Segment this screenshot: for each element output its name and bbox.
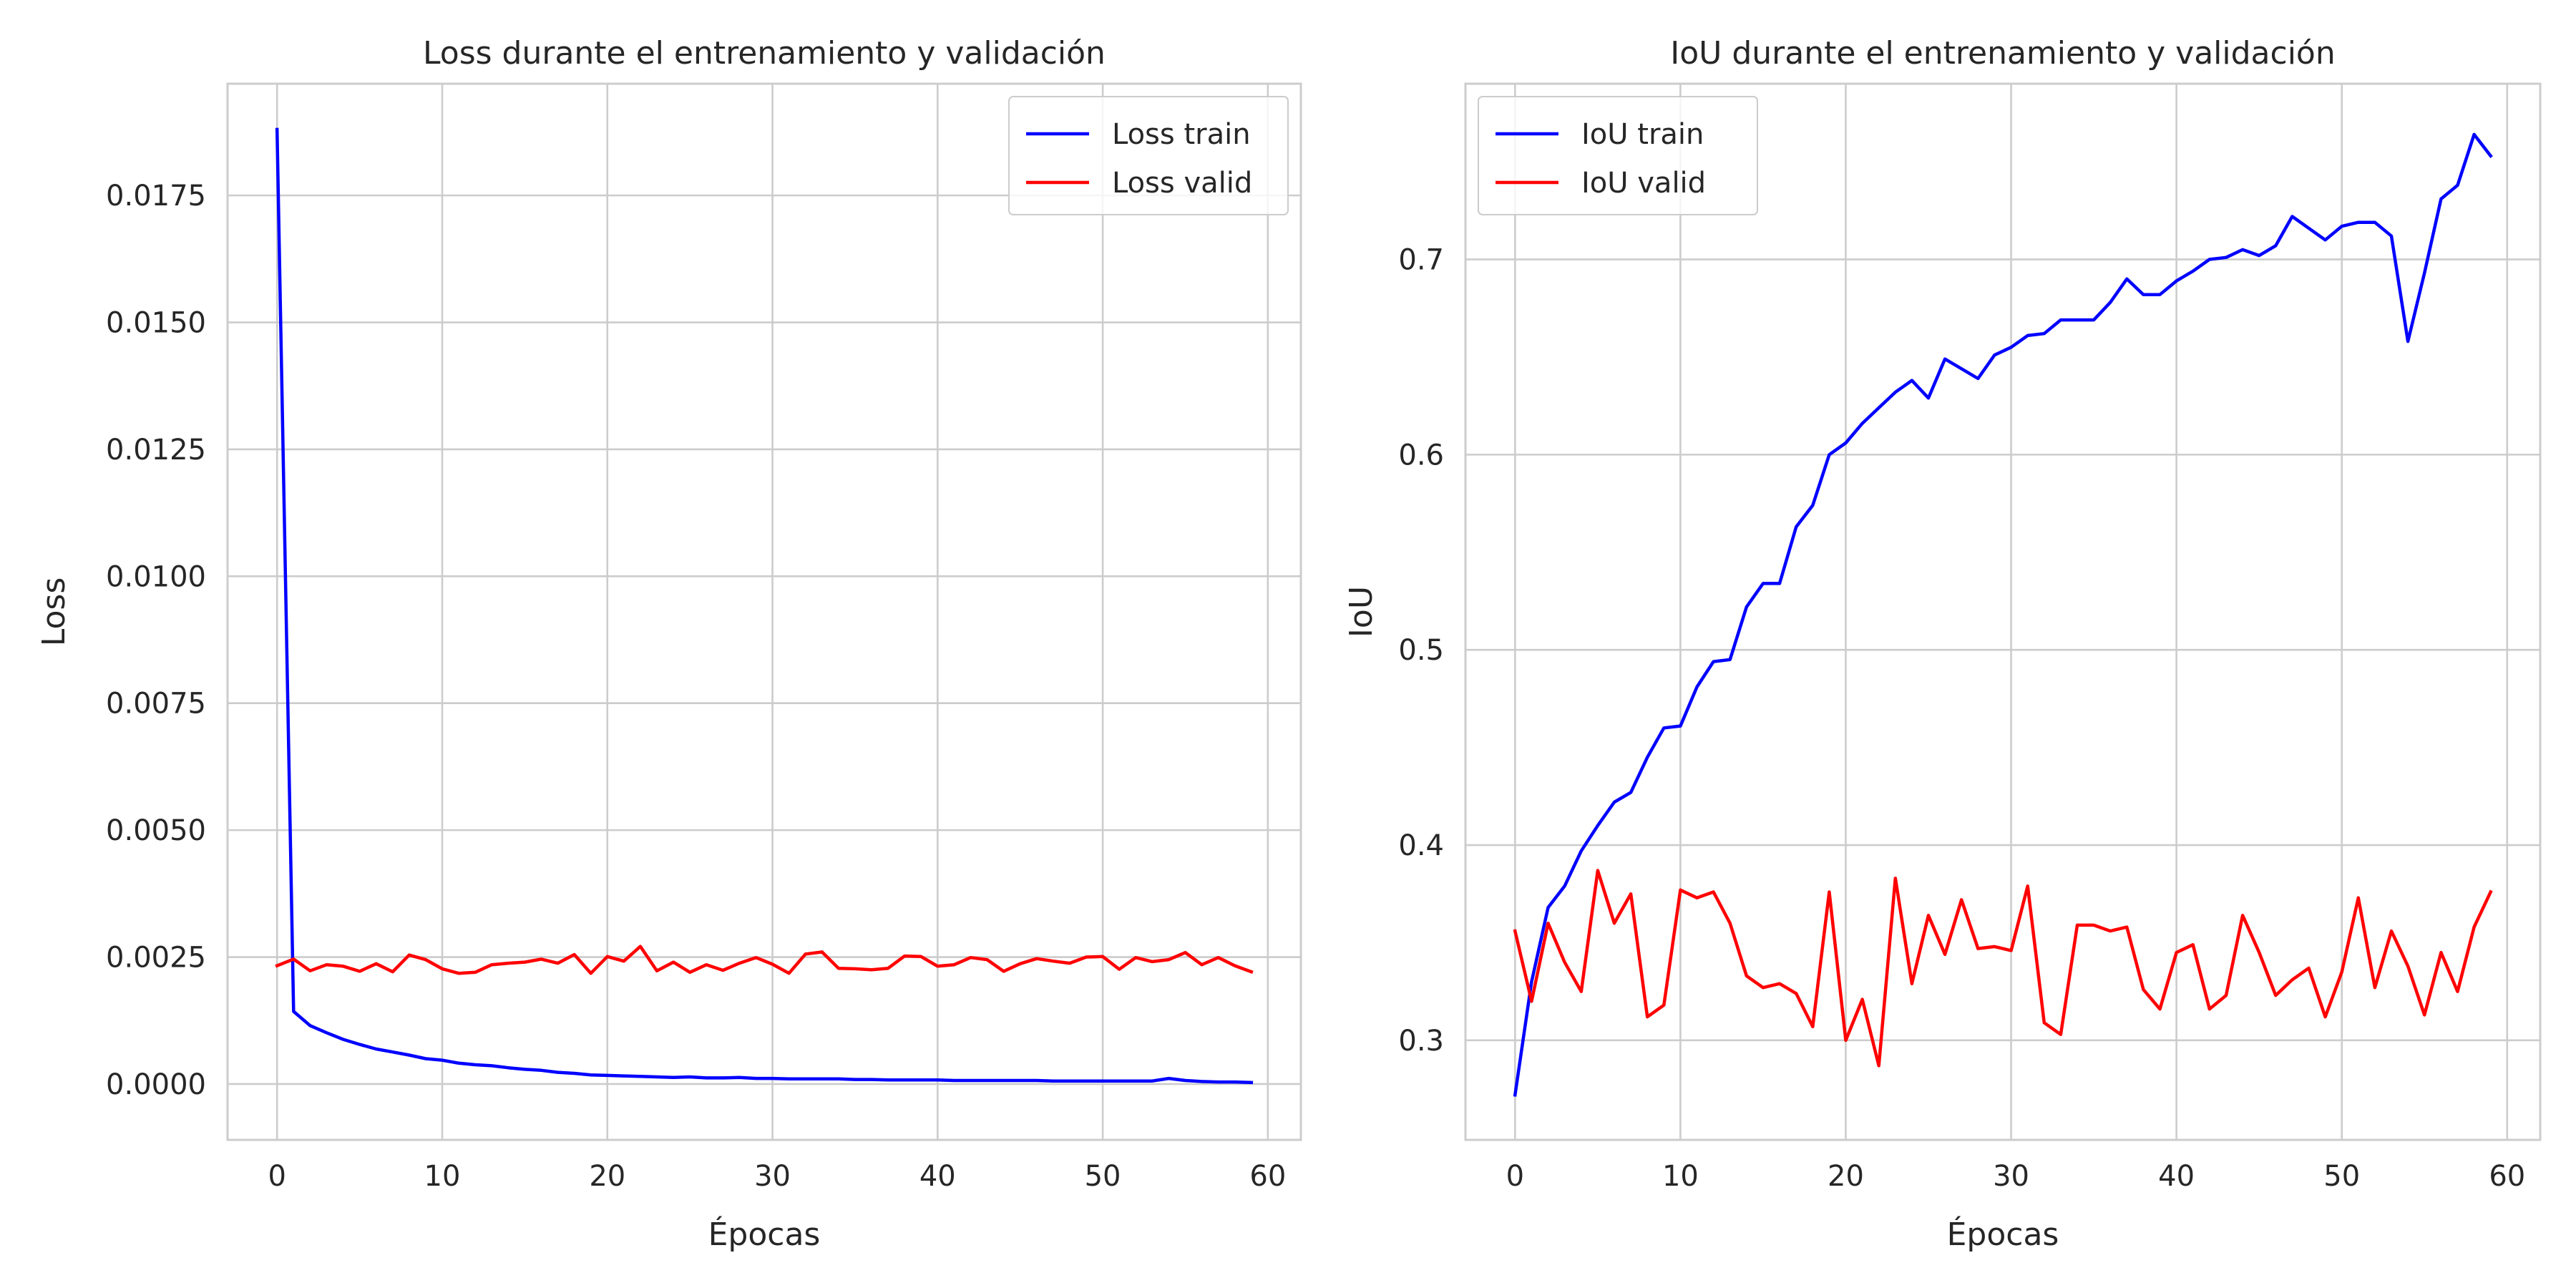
iou-x-tick-label: 0 bbox=[1506, 1160, 1524, 1193]
loss-series-lines bbox=[275, 127, 1254, 1085]
series-line-iou-valid bbox=[1513, 869, 2493, 1068]
loss-y-tick-label: 0.0175 bbox=[106, 180, 206, 213]
iou-plot-frame bbox=[1464, 82, 2542, 1141]
loss-x-tick-label: 40 bbox=[919, 1160, 956, 1193]
legend-label-loss-train: Loss train bbox=[1112, 118, 1251, 151]
iou-y-tick-label: 0.3 bbox=[1398, 1025, 1444, 1058]
iou-series-lines bbox=[1513, 132, 2493, 1097]
loss-x-tick-label: 50 bbox=[1085, 1160, 1121, 1193]
loss-y-tick-label: 0.0000 bbox=[106, 1068, 206, 1101]
iou-x-tick-label: 10 bbox=[1662, 1160, 1699, 1193]
iou-legend: IoU train IoU valid bbox=[1478, 96, 1758, 215]
loss-y-tick-label: 0.0025 bbox=[106, 942, 206, 975]
loss-chart-title: Loss durante el entrenamiento y validaci… bbox=[423, 35, 1106, 72]
loss-y-tick-label: 0.0075 bbox=[106, 688, 206, 721]
iou-y-tick-label: 0.7 bbox=[1398, 244, 1444, 277]
iou-y-ticks: 0.3 0.4 0.5 0.6 0.7 bbox=[1398, 244, 1444, 1058]
loss-x-tick-label: 0 bbox=[268, 1160, 286, 1193]
iou-legend-box bbox=[1478, 96, 1758, 215]
series-line-iou-train bbox=[1513, 132, 2493, 1097]
loss-y-ticks: 0.0000 0.0025 0.0050 0.0075 0.0100 0.0125 0.01… bbox=[106, 180, 206, 1101]
iou-chart-title: IoU durante el entrenamiento y validació… bbox=[1670, 35, 2335, 72]
iou-y-tick-label: 0.6 bbox=[1398, 439, 1444, 472]
loss-x-tick-label: 60 bbox=[1249, 1160, 1286, 1193]
loss-x-tick-label: 10 bbox=[424, 1160, 461, 1193]
loss-plot-frame bbox=[226, 82, 1302, 1141]
loss-y-tick-label: 0.0100 bbox=[106, 560, 206, 593]
series-line-loss-train bbox=[275, 127, 1254, 1085]
iou-x-tick-label: 40 bbox=[2158, 1160, 2195, 1193]
iou-x-tick-label: 50 bbox=[2323, 1160, 2360, 1193]
iou-x-tick-label: 20 bbox=[1828, 1160, 1864, 1193]
loss-legend-box bbox=[1008, 96, 1289, 215]
legend-label-iou-valid: IoU valid bbox=[1581, 167, 1706, 200]
loss-x-axis-label: Épocas bbox=[708, 1215, 821, 1253]
iou-chart: 0 10 20 30 40 50 60 0.3 0.4 0.5 0.6 0.7 IoU durant… bbox=[1343, 35, 2542, 1253]
iou-y-tick-label: 0.4 bbox=[1398, 829, 1444, 862]
loss-y-tick-label: 0.0125 bbox=[106, 434, 206, 467]
loss-y-tick-label: 0.0050 bbox=[106, 814, 206, 847]
iou-x-ticks: 0 10 20 30 40 50 60 bbox=[1506, 1160, 2526, 1193]
loss-y-tick-label: 0.0150 bbox=[106, 307, 206, 340]
series-line-loss-valid bbox=[275, 945, 1254, 975]
iou-gridlines bbox=[1465, 84, 2540, 1140]
loss-y-axis-label: Loss bbox=[36, 577, 72, 647]
iou-y-tick-label: 0.5 bbox=[1398, 634, 1444, 667]
legend-label-loss-valid: Loss valid bbox=[1112, 167, 1252, 200]
loss-x-tick-label: 30 bbox=[754, 1160, 791, 1193]
legend-label-iou-train: IoU train bbox=[1581, 118, 1704, 151]
iou-y-axis-label: IoU bbox=[1343, 586, 1380, 638]
iou-x-axis-label: Épocas bbox=[1947, 1215, 2059, 1253]
loss-legend: Loss train Loss valid bbox=[1008, 96, 1289, 215]
loss-x-tick-label: 20 bbox=[589, 1160, 625, 1193]
iou-x-tick-label: 30 bbox=[1993, 1160, 2029, 1193]
loss-chart: 0 10 20 30 40 50 60 0.00000.00250.00500.00750.… bbox=[36, 35, 1302, 1253]
loss-x-ticks: 0 10 20 30 40 50 60 bbox=[268, 1160, 1287, 1193]
iou-x-tick-label: 60 bbox=[2489, 1160, 2525, 1193]
